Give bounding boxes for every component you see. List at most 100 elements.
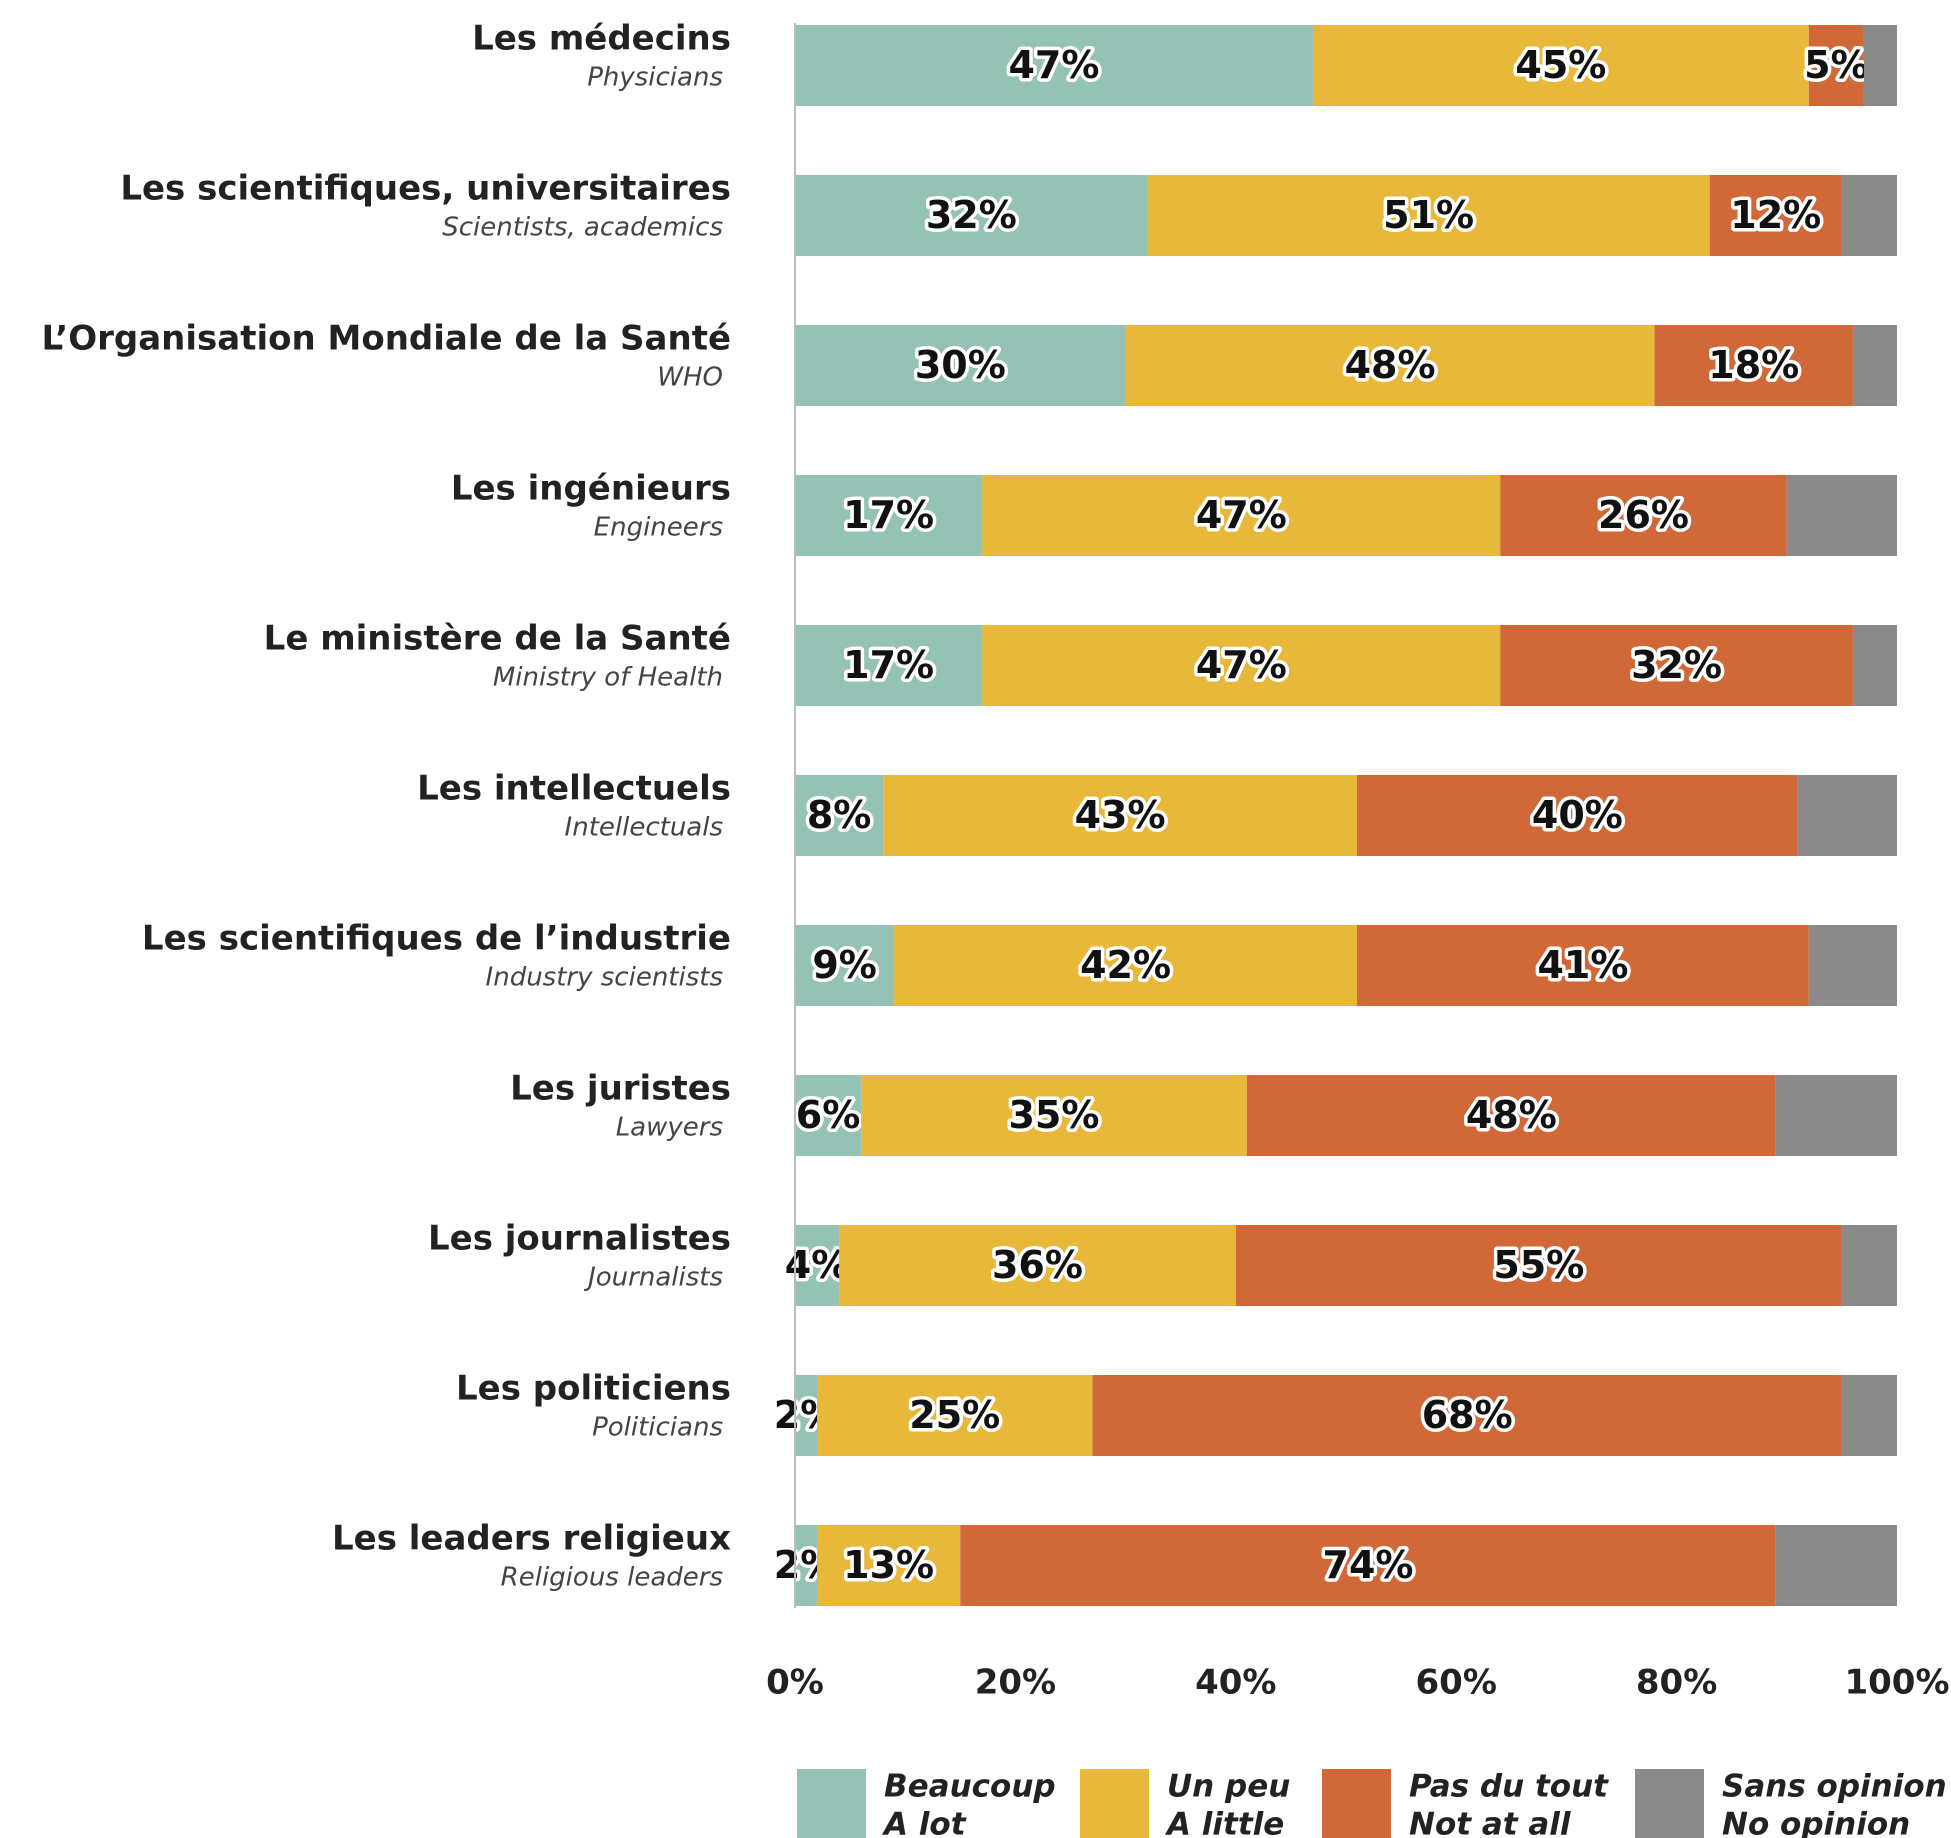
value-label: 5% [1804, 43, 1869, 87]
bar-segment [795, 325, 1126, 406]
value-label: 18% [1708, 343, 1799, 387]
bar-segment [1500, 625, 1853, 706]
value-label: 13% [843, 1543, 934, 1587]
bar-segment [1808, 25, 1864, 106]
legend-label: Pas du tout [1409, 1769, 1609, 1805]
category-label: Les scientifiques, universitaires [120, 169, 731, 209]
bar-segment [883, 775, 1358, 856]
category-label: Les leaders religieux [332, 1519, 731, 1559]
bar-segment [1357, 925, 1809, 1006]
category-translation: Lawyers [616, 1113, 723, 1143]
bar-segment [894, 925, 1358, 1006]
bar-segment [795, 775, 884, 856]
value-label: 6% [796, 1093, 861, 1137]
bar-segment [1235, 1225, 1842, 1306]
bar-segment [795, 925, 895, 1006]
value-label: 17% [843, 493, 934, 537]
bar-segment [1786, 475, 1897, 556]
value-label: 55% [1493, 1243, 1584, 1287]
legend-label: Sans opinion [1722, 1769, 1947, 1805]
bar-segment [1092, 1375, 1842, 1456]
value-label: 47% [1196, 493, 1287, 537]
value-label: 36% [992, 1243, 1083, 1287]
category-translation: Politicians [592, 1413, 723, 1443]
value-label: 43% [1075, 793, 1166, 837]
legend-label: Un peu [1167, 1769, 1290, 1805]
legend-swatch [797, 1769, 866, 1838]
value-label: 32% [1631, 643, 1722, 687]
bar-segment [1841, 1225, 1897, 1306]
bar-segment [1246, 1075, 1776, 1156]
legend-swatch [1322, 1769, 1391, 1838]
value-label: 12% [1730, 193, 1821, 237]
value-label: 41% [1537, 943, 1628, 987]
bar-segment [795, 475, 983, 556]
value-label: 47% [1196, 643, 1287, 687]
value-label: 25% [909, 1393, 1000, 1437]
bar-segment [1357, 775, 1798, 856]
value-label: 17% [843, 643, 934, 687]
value-label: 42% [1080, 943, 1171, 987]
bar-segment [1863, 25, 1897, 106]
bar-segment [982, 475, 1501, 556]
bar-segment [960, 1525, 1776, 1606]
bar-segment [1797, 775, 1897, 856]
legend-translation: No opinion [1722, 1807, 1910, 1838]
bar-segment [1500, 475, 1787, 556]
value-label: 47% [1008, 43, 1099, 87]
category-label: Les politiciens [456, 1369, 731, 1409]
value-label: 45% [1515, 43, 1606, 87]
category-label: Les scientifiques de l’industrie [142, 919, 731, 959]
bar-segment [1775, 1075, 1897, 1156]
value-label: 74% [1323, 1543, 1414, 1587]
value-label: 9% [812, 943, 877, 987]
category-translation: Industry scientists [486, 963, 723, 993]
x-tick-label: 20% [975, 1663, 1056, 1703]
legend-translation: A lot [881, 1807, 967, 1838]
bar-segment [1852, 625, 1897, 706]
value-label: 26% [1598, 493, 1689, 537]
category-translation: Ministry of Health [493, 663, 723, 693]
category-translation: Engineers [594, 513, 723, 543]
bar-segment [982, 625, 1501, 706]
category-label: Les juristes [510, 1069, 731, 1109]
category-translation: Religious leaders [501, 1563, 723, 1593]
bar-segment [1808, 925, 1897, 1006]
bar-segment [1852, 325, 1897, 406]
value-label: 48% [1345, 343, 1436, 387]
value-label: 51% [1383, 193, 1474, 237]
bar-segment [795, 1375, 818, 1456]
category-translation: Physicians [587, 63, 723, 93]
bar-segment [817, 1375, 1093, 1456]
bar-segment [795, 175, 1148, 256]
x-tick-label: 60% [1416, 1663, 1497, 1703]
legend-translation: Not at all [1409, 1807, 1571, 1838]
category-label: Les intellectuels [417, 769, 731, 809]
bar-segment [795, 25, 1313, 106]
category-label: Les ingénieurs [451, 469, 731, 509]
bar-segment [795, 1225, 840, 1306]
bar-segment [1125, 325, 1655, 406]
category-translation: Journalists [583, 1263, 723, 1293]
bar-segment [1841, 175, 1897, 256]
value-label: 30% [915, 343, 1006, 387]
bar-segment [795, 625, 983, 706]
bar-segment [795, 1075, 862, 1156]
bar-segment [1654, 325, 1853, 406]
bar-segment [861, 1075, 1247, 1156]
x-tick-label: 100% [1844, 1663, 1949, 1703]
category-translation: WHO [657, 363, 723, 393]
category-label: Les médecins [472, 19, 731, 59]
value-label: 68% [1422, 1393, 1513, 1437]
value-label: 40% [1532, 793, 1623, 837]
category-translation: Scientists, academics [442, 213, 723, 243]
value-label: 32% [926, 193, 1017, 237]
legend-label: Beaucoup [884, 1769, 1056, 1805]
bar-segment [817, 1525, 961, 1606]
legend-swatch [1080, 1769, 1149, 1838]
bar-segment [1841, 1375, 1897, 1456]
bar-segment [839, 1225, 1236, 1306]
bar-segment [1312, 25, 1809, 106]
legend-swatch [1635, 1769, 1704, 1838]
